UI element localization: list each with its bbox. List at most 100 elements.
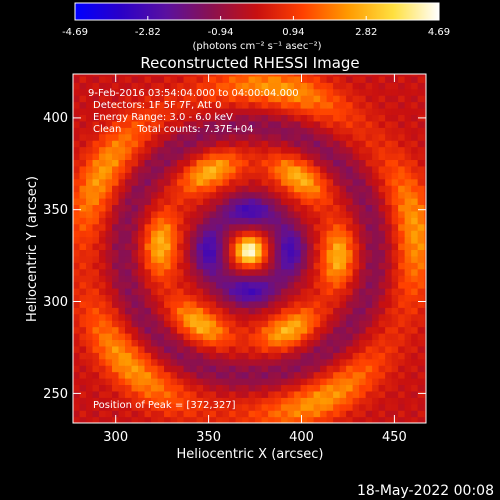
heatmap-cell xyxy=(222,249,230,257)
heatmap-cell xyxy=(216,95,224,103)
heatmap-cell xyxy=(307,345,315,353)
heatmap-cell xyxy=(196,230,204,238)
heatmap-cell xyxy=(235,165,243,173)
heatmap-cell xyxy=(333,255,341,263)
heatmap-cell xyxy=(209,378,217,386)
heatmap-cell xyxy=(281,197,289,206)
heatmap-cell xyxy=(326,133,334,141)
heatmap-cell xyxy=(411,217,419,225)
heatmap-cell xyxy=(112,242,120,251)
heatmap-cell xyxy=(411,191,419,199)
heatmap-cell xyxy=(404,140,412,148)
heatmap-cell xyxy=(242,307,250,315)
heatmap-cell xyxy=(352,82,360,90)
heatmap-cell xyxy=(131,127,139,135)
heatmap-cell xyxy=(391,146,399,154)
heatmap-cell xyxy=(300,326,308,334)
heatmap-cell xyxy=(248,397,256,405)
heatmap-cell xyxy=(183,75,191,83)
heatmap-cell xyxy=(411,403,419,411)
heatmap-cell xyxy=(287,352,295,360)
heatmap-cell xyxy=(320,197,328,206)
heatmap-cell xyxy=(118,178,126,186)
heatmap-cell xyxy=(378,294,386,302)
heatmap-cell xyxy=(274,255,282,263)
heatmap-cell xyxy=(242,210,250,218)
heatmap-cell xyxy=(105,300,113,308)
heatmap-cell xyxy=(268,339,276,347)
heatmap-cell xyxy=(209,172,217,180)
heatmap-cell xyxy=(287,127,295,135)
heatmap-cell xyxy=(300,204,308,212)
heatmap-cell xyxy=(359,371,367,379)
heatmap-cell xyxy=(255,307,263,315)
heatmap-cell xyxy=(391,287,399,296)
heatmap-cell xyxy=(300,384,308,392)
heatmap-cell xyxy=(216,300,224,308)
heatmap-cell xyxy=(86,152,94,161)
heatmap-cell xyxy=(346,371,354,379)
heatmap-cell xyxy=(144,107,152,116)
heatmap-cell xyxy=(229,88,237,96)
heatmap-cell xyxy=(164,397,172,405)
heatmap-cell xyxy=(138,390,146,398)
heatmap-cell xyxy=(151,133,159,141)
heatmap-cell xyxy=(177,146,185,154)
heatmap-cell xyxy=(79,371,87,379)
heatmap-cell xyxy=(190,281,198,289)
heatmap-cell xyxy=(326,159,334,167)
heatmap-cell xyxy=(365,159,373,167)
heatmap-cell xyxy=(372,320,380,328)
heatmap-cell xyxy=(157,255,165,263)
heatmap-cell xyxy=(92,320,100,328)
heatmap-cell xyxy=(313,416,321,423)
heatmap-cell xyxy=(281,165,289,173)
heatmap-cell xyxy=(144,74,152,77)
heatmap-cell xyxy=(352,88,360,96)
heatmap-cell xyxy=(385,268,393,276)
heatmap-cell xyxy=(307,410,315,418)
heatmap-cell xyxy=(99,146,107,154)
heatmap-cell xyxy=(125,107,133,116)
heatmap-cell xyxy=(138,95,146,103)
heatmap-cell xyxy=(144,152,152,161)
heatmap-cell xyxy=(385,255,393,263)
heatmap-cell xyxy=(333,416,341,423)
heatmap-cell xyxy=(92,390,100,398)
heatmap-cell xyxy=(398,120,406,128)
heatmap-cell xyxy=(320,332,328,341)
heatmap-cell xyxy=(164,294,172,302)
heatmap-cell xyxy=(307,114,315,122)
heatmap-cell xyxy=(105,287,113,296)
heatmap-cell xyxy=(99,313,107,321)
heatmap-cell xyxy=(177,82,185,90)
heatmap-cell xyxy=(118,114,126,122)
heatmap-cell xyxy=(326,345,334,353)
heatmap-cell xyxy=(391,384,399,392)
heatmap-cell xyxy=(346,242,354,251)
heatmap-cell xyxy=(391,82,399,90)
heatmap-cell xyxy=(391,249,399,257)
heatmap-cell xyxy=(398,416,406,423)
heatmap-cell xyxy=(144,204,152,212)
heatmap-cell xyxy=(294,133,302,141)
heatmap-cell xyxy=(411,107,419,116)
heatmap-cell xyxy=(281,403,289,411)
heatmap-cell xyxy=(92,268,100,276)
heatmap-cell xyxy=(248,191,256,199)
heatmap-cell xyxy=(255,378,263,386)
heatmap-cell xyxy=(144,120,152,128)
heatmap-cell xyxy=(131,300,139,308)
heatmap-cell xyxy=(144,191,152,199)
heatmap-cell xyxy=(242,403,250,411)
heatmap-cell xyxy=(235,268,243,276)
heatmap-cell xyxy=(411,172,419,180)
heatmap-cell xyxy=(177,204,185,212)
heatmap-cell xyxy=(411,345,419,353)
heatmap-cell xyxy=(372,307,380,315)
heatmap-cell xyxy=(378,365,386,373)
x-tick-label: 300 xyxy=(103,430,128,445)
heatmap-cell xyxy=(261,268,269,276)
heatmap-cell xyxy=(281,82,289,90)
heatmap-cell xyxy=(398,378,406,386)
